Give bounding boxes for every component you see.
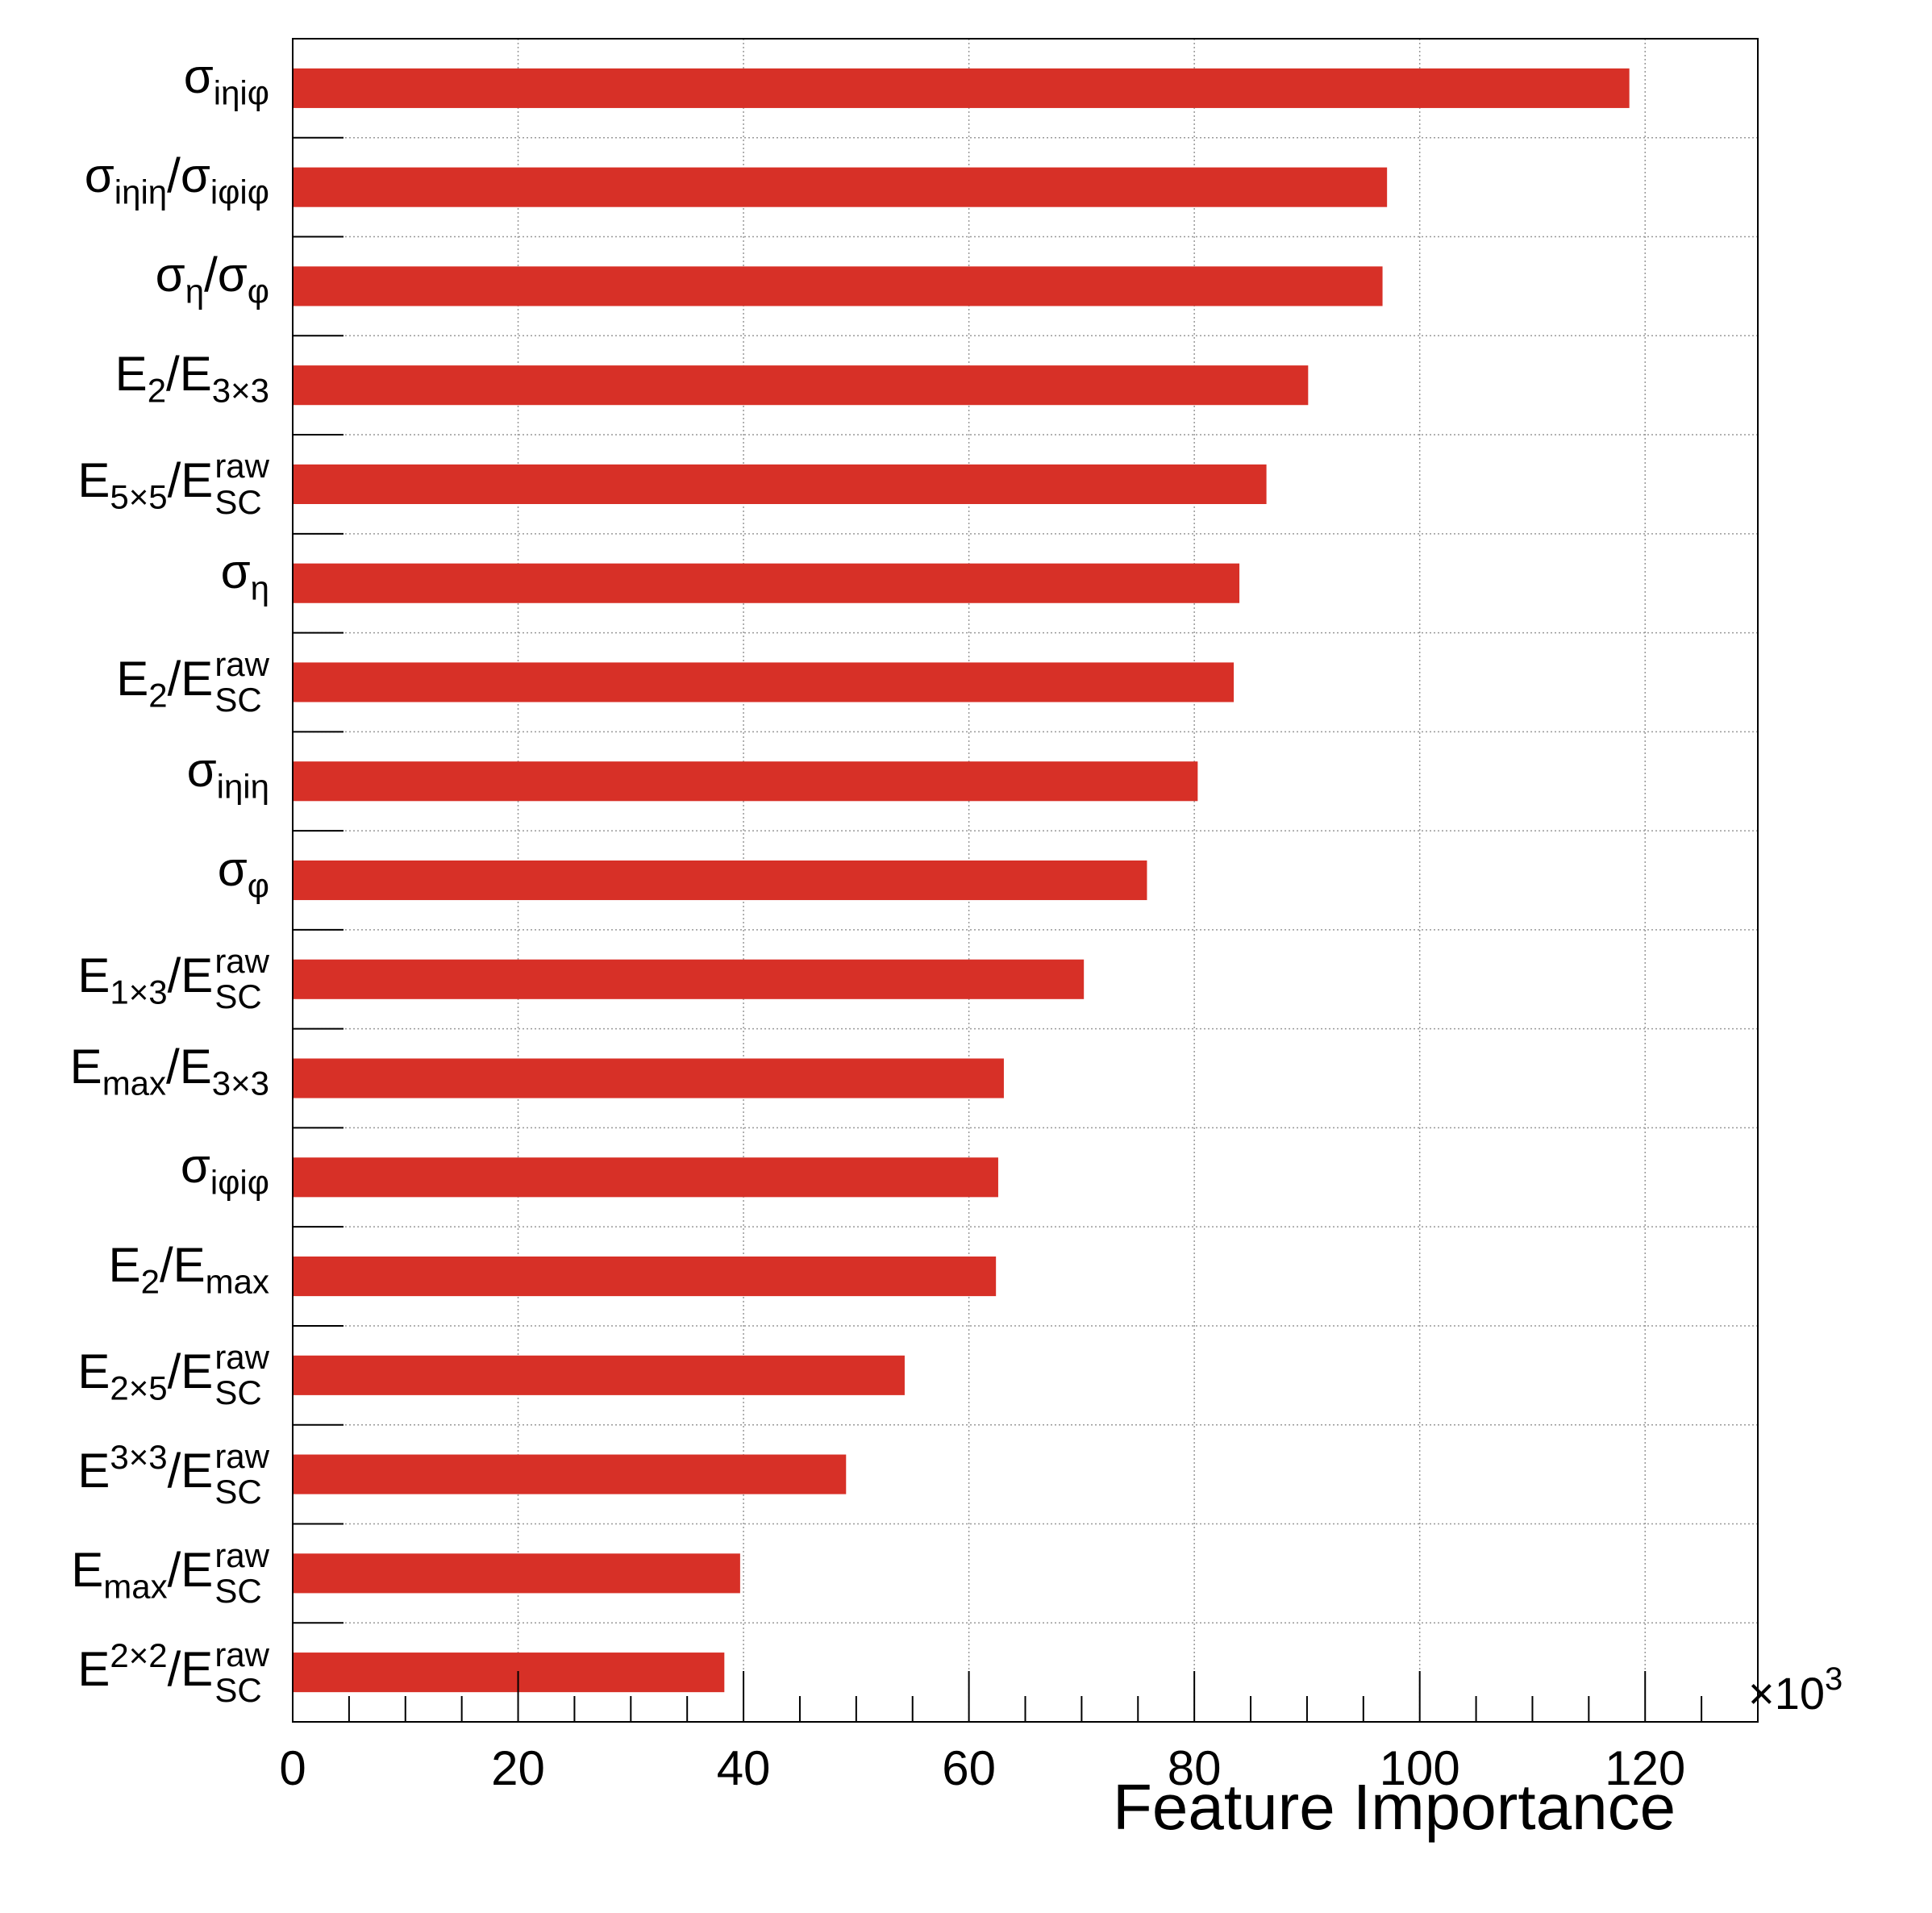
x-tick-label: 40 bbox=[717, 1741, 771, 1795]
category-label: E3×3/E raw SC bbox=[77, 1437, 269, 1511]
bar bbox=[293, 959, 1085, 999]
category-label: E1×3/E raw SC bbox=[77, 942, 269, 1016]
x-tick-label: 60 bbox=[942, 1741, 996, 1795]
category-label: σiφiφ bbox=[180, 1138, 269, 1202]
category-label: Emax/E raw SC bbox=[71, 1536, 269, 1610]
x-tick-label: 80 bbox=[1168, 1741, 1222, 1795]
bar bbox=[293, 1058, 1004, 1098]
bar bbox=[293, 563, 1240, 603]
bar bbox=[293, 68, 1630, 108]
category-label: E2/E raw SC bbox=[116, 644, 269, 719]
plot-frame bbox=[292, 38, 1759, 1723]
x-tick-label: 100 bbox=[1380, 1741, 1460, 1795]
bar bbox=[293, 1653, 725, 1693]
category-label: Emax/E3×3 bbox=[69, 1040, 269, 1102]
multiplier-base: ×10 bbox=[1748, 1668, 1825, 1719]
category-label: E2/E3×3 bbox=[115, 346, 269, 410]
axis-multiplier: ×103 bbox=[1748, 1661, 1842, 1719]
x-tick-label: 0 bbox=[279, 1741, 306, 1795]
category-label: E5×5/E raw SC bbox=[77, 447, 269, 521]
category-label: σφ bbox=[217, 841, 269, 905]
bar bbox=[293, 1157, 998, 1198]
x-tick-label: 120 bbox=[1605, 1741, 1685, 1795]
bar bbox=[293, 860, 1147, 901]
x-axis: 0 20 40 60 80 100 120 bbox=[279, 136, 1759, 1795]
category-label: E2×5/E raw SC bbox=[77, 1338, 269, 1412]
bar bbox=[293, 464, 1267, 504]
bar bbox=[293, 266, 1383, 306]
category-label: σiηiη bbox=[186, 742, 269, 806]
x-tick-label: 20 bbox=[491, 1741, 545, 1795]
bar bbox=[293, 365, 1309, 406]
bar bbox=[293, 662, 1235, 702]
bar bbox=[293, 1355, 905, 1395]
x-axis-title: Feature Importance bbox=[1113, 1771, 1676, 1843]
bar bbox=[293, 1454, 847, 1494]
bar bbox=[293, 761, 1198, 802]
category-label: σiηiφ bbox=[183, 49, 269, 113]
category-label: E2×2/E raw SC bbox=[77, 1635, 269, 1709]
multiplier-exponent: 3 bbox=[1825, 1661, 1843, 1697]
category-label: E2/Emax bbox=[108, 1237, 269, 1301]
category-label: σiηiη/σiφiφ bbox=[84, 148, 269, 211]
bar bbox=[293, 1553, 740, 1594]
category-label: ση/σφ bbox=[155, 247, 269, 310]
bar bbox=[293, 167, 1388, 207]
bars bbox=[293, 68, 1630, 1693]
bar bbox=[293, 1257, 997, 1297]
category-label: ση bbox=[220, 544, 269, 607]
